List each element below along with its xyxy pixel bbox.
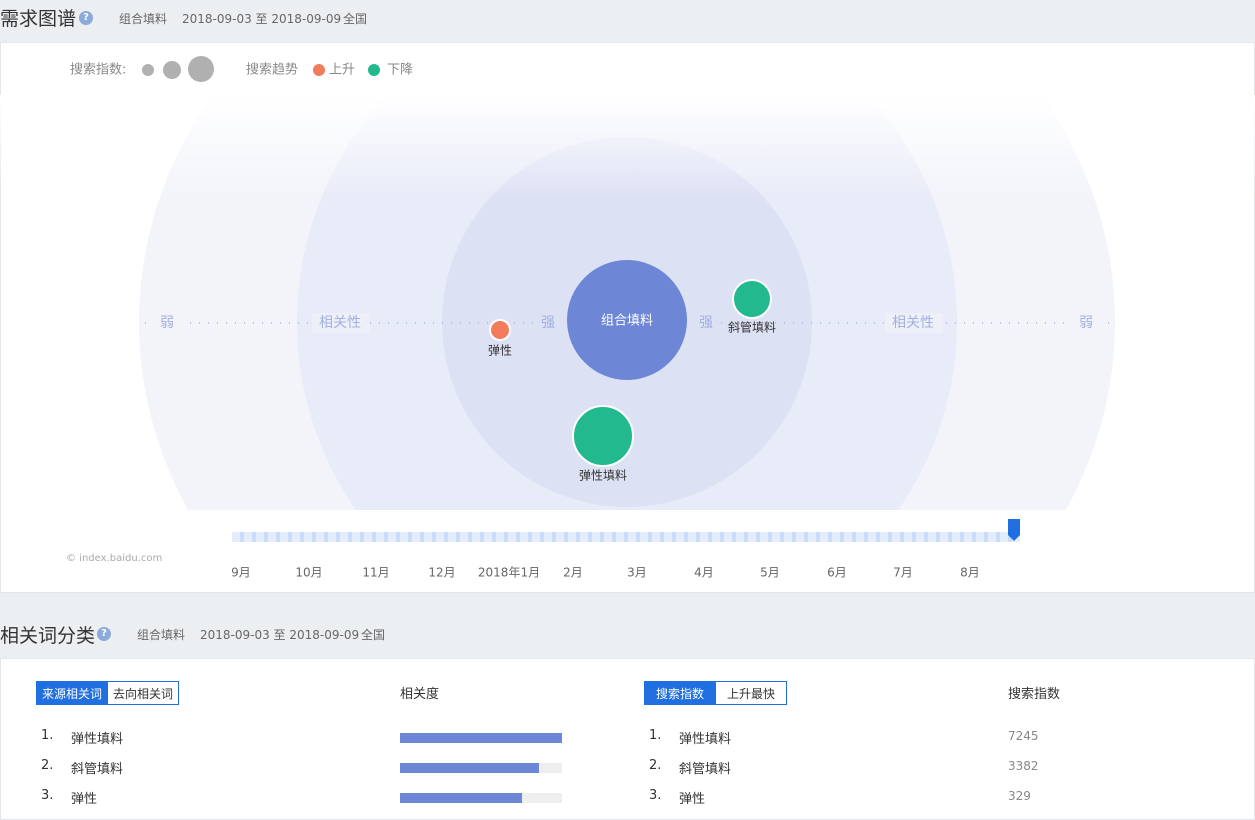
tab[interactable]: 来源相关词 xyxy=(36,681,108,705)
legend-label: 搜索指数: xyxy=(70,63,126,78)
column-header: 搜索指数 xyxy=(1008,687,1061,702)
legend-label: 下降 xyxy=(387,63,413,78)
search-index: 7245 xyxy=(1008,729,1039,743)
axis-label: 强 xyxy=(699,315,713,331)
center-label: 组合填料 xyxy=(601,314,653,329)
axis-label: 相关性 xyxy=(319,315,361,331)
timeline-label: 7月 xyxy=(893,566,913,580)
keyword: 组合填料 xyxy=(119,12,168,26)
rank: 2. xyxy=(649,758,662,773)
timeline-label: 4月 xyxy=(694,566,714,580)
timeline-label: 2018年1月 xyxy=(478,566,540,580)
node[interactable] xyxy=(732,279,772,319)
timeline-label: 3月 xyxy=(627,566,647,580)
search-index: 329 xyxy=(1008,789,1031,803)
rank: 3. xyxy=(649,788,662,803)
axis-label: 强 xyxy=(541,315,555,331)
graph: 弱 相关性 强 强 相关性 弱 组合填料 © index.baidu.com 搜… xyxy=(0,56,1255,580)
watermark: © index.baidu.com xyxy=(66,553,162,564)
legend-size-dots xyxy=(142,56,214,82)
legend-dot xyxy=(313,64,325,76)
region: 全国 xyxy=(343,12,368,26)
timeline-handle[interactable] xyxy=(1008,519,1020,541)
word: 弹性填料 xyxy=(71,732,124,747)
node-label: 斜管填料 xyxy=(728,320,776,335)
region: 全国 xyxy=(361,628,386,642)
word: 斜管填料 xyxy=(679,762,732,777)
help-icon[interactable]: ? xyxy=(79,11,93,25)
date-range: 2018-09-03 至 2018-09-09 xyxy=(200,628,360,642)
node[interactable] xyxy=(489,319,511,341)
center-node[interactable] xyxy=(567,260,687,380)
node[interactable] xyxy=(572,405,634,467)
column-header: 相关度 xyxy=(400,687,440,702)
legend-dot xyxy=(368,64,380,76)
related-panel: 来源相关词 去向相关词 相关度 搜索指数 上升最快 搜索指数 1. 弹性填料 2. 斜… xyxy=(0,658,1255,820)
timeline-label: 10月 xyxy=(295,566,322,580)
timeline-track[interactable] xyxy=(232,532,1020,542)
axis-label: 弱 xyxy=(160,315,174,331)
section-title: 需求图谱 xyxy=(0,8,77,30)
legend-label: 搜索趋势 xyxy=(246,62,298,78)
timeline-label: 9月 xyxy=(231,566,251,580)
timeline-label: 6月 xyxy=(827,566,847,580)
relevance-bar xyxy=(400,793,522,803)
word: 弹性 xyxy=(71,792,98,807)
word: 弹性 xyxy=(679,792,706,807)
timeline-label: 8月 xyxy=(960,566,980,580)
timeline-label: 11月 xyxy=(362,566,389,580)
search-index: 3382 xyxy=(1008,759,1039,773)
node-label: 弹性 xyxy=(488,344,512,358)
axis-label: 弱 xyxy=(1079,315,1093,331)
rank: 1. xyxy=(41,728,54,743)
timeline-label: 2月 xyxy=(563,566,583,580)
rank: 1. xyxy=(649,728,662,743)
keyword: 组合填料 xyxy=(137,628,186,642)
word: 弹性填料 xyxy=(679,732,732,747)
relevance-bar xyxy=(400,733,562,743)
rank: 2. xyxy=(41,758,54,773)
axis-label: 相关性 xyxy=(892,315,934,331)
tab[interactable]: 去向相关词 xyxy=(107,681,179,705)
tab[interactable]: 上升最快 xyxy=(715,681,787,705)
word: 斜管填料 xyxy=(71,762,124,777)
timeline-label: 5月 xyxy=(760,566,780,580)
date-range: 2018-09-03 至 2018-09-09 xyxy=(182,12,342,26)
node-label: 弹性填料 xyxy=(579,469,627,483)
rank: 3. xyxy=(41,788,54,803)
help-icon[interactable]: ? xyxy=(97,627,111,641)
legend-label: 上升 xyxy=(329,63,355,78)
section-title: 相关词分类 xyxy=(0,625,96,647)
relevance-bar xyxy=(400,763,540,773)
timeline-label: 12月 xyxy=(428,566,455,580)
tab[interactable]: 搜索指数 xyxy=(644,681,716,705)
